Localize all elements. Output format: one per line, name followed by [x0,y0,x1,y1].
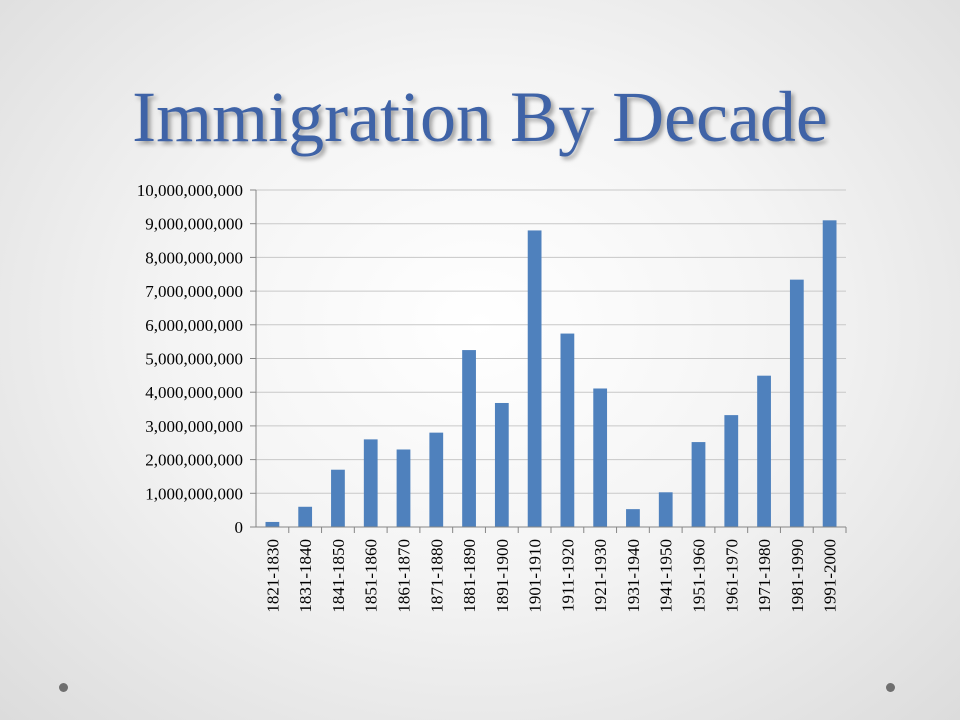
gridlines [250,189,846,528]
y-tick-labels: 0 1,000,000,000 2,000,000,000 3,000,000,000… [137,181,243,537]
x-tick-label: 1871-1880 [427,539,446,613]
bar-1851-1860 [363,439,378,527]
bar-1831-1840 [298,506,313,527]
x-tick-labels: 1821-1830 1831-1840 1841-1850 1851-1860 1861… [263,539,839,613]
bar-1971-1980 [757,375,771,527]
y-tick-label: 7,000,000,000 [145,282,243,301]
y-tick-label: 2,000,000,000 [145,451,243,470]
x-tick-label: 1891-1900 [493,539,512,613]
bar-1861-1870 [396,449,411,527]
y-tick-label: 5,000,000,000 [145,350,243,369]
bar-1981-1990 [789,279,804,527]
x-tick-label: 1931-1940 [624,539,643,613]
x-tick-label: 1901-1910 [526,539,545,613]
x-tick-label: 1921-1930 [591,539,610,613]
y-tick-label: 1,000,000,000 [145,484,243,503]
y-tick-label: 0 [235,518,244,537]
x-tick-label: 1881-1890 [460,539,479,613]
bar-1881-1890 [462,350,476,527]
x-tick-label: 1911-1920 [558,539,577,612]
axes [255,190,846,528]
y-tick-label: 4,000,000,000 [145,383,243,402]
y-tick-label: 9,000,000,000 [145,215,243,234]
bar-1901-1910 [527,230,542,527]
x-tick-label: 1841-1850 [329,539,348,613]
x-tick-label: 1971-1980 [755,539,774,613]
y-tick-label: 10,000,000,000 [137,181,243,200]
x-tick-label: 1961-1970 [722,539,741,613]
bar-1951-1960 [691,442,706,527]
x-tick-label: 1981-1990 [788,539,807,613]
slide-title: Immigration By Decade [132,77,828,157]
bar-1911-1920 [560,333,575,527]
x-tick-label: 1851-1860 [362,539,381,613]
bar-1941-1950 [658,492,673,527]
bar-1821-1830 [265,521,280,527]
x-tick-label: 1941-1950 [657,539,676,613]
bar-1921-1930 [593,388,608,527]
bar-1841-1850 [331,469,345,527]
left-decorative-dot [59,683,68,692]
bar-1991-2000 [822,220,837,527]
bar-1961-1970 [724,415,739,527]
x-tick-label: 1831-1840 [296,539,315,613]
x-tick-label: 1861-1870 [395,539,414,613]
y-tick-label: 6,000,000,000 [145,316,243,335]
right-decorative-dot [886,683,895,692]
bar-1871-1880 [429,432,444,527]
bar-1891-1900 [494,402,509,527]
x-tick-label: 1991-2000 [821,539,840,613]
bars [265,220,847,533]
x-tick-label: 1951-1960 [690,539,709,613]
bar-1931-1940 [626,509,640,527]
y-tick-label: 3,000,000,000 [145,417,243,436]
y-tick-label: 8,000,000,000 [145,248,243,267]
x-tick-label: 1821-1830 [263,539,282,613]
